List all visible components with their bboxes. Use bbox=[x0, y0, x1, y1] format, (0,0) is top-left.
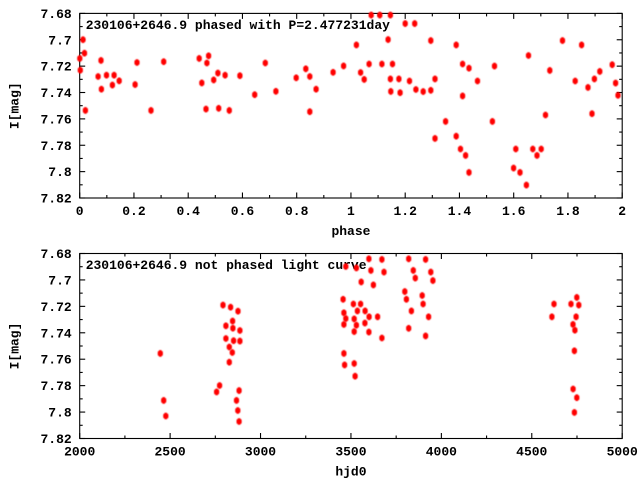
svg-text:3500: 3500 bbox=[335, 445, 366, 460]
svg-text:7.7: 7.7 bbox=[48, 33, 71, 48]
svg-text:7.82: 7.82 bbox=[40, 432, 71, 447]
svg-text:0.4: 0.4 bbox=[176, 204, 200, 219]
svg-text:7.7: 7.7 bbox=[48, 273, 71, 288]
svg-text:phase: phase bbox=[331, 224, 370, 239]
svg-text:7.74: 7.74 bbox=[40, 326, 71, 341]
svg-text:2500: 2500 bbox=[155, 445, 186, 460]
svg-text:7.8: 7.8 bbox=[48, 406, 72, 421]
svg-text:4500: 4500 bbox=[516, 445, 547, 460]
svg-text:230106+2646.9 phased with P=2.: 230106+2646.9 phased with P=2.477231day bbox=[86, 18, 390, 33]
svg-text:0: 0 bbox=[76, 204, 84, 219]
svg-text:7.68: 7.68 bbox=[40, 7, 71, 22]
svg-text:7.82: 7.82 bbox=[40, 192, 71, 207]
svg-text:I[mag]: I[mag] bbox=[8, 82, 23, 129]
svg-text:0.2: 0.2 bbox=[122, 204, 146, 219]
svg-text:hjd0: hjd0 bbox=[335, 465, 366, 480]
svg-text:7.72: 7.72 bbox=[40, 60, 71, 75]
svg-text:7.76: 7.76 bbox=[40, 353, 71, 368]
svg-text:3000: 3000 bbox=[245, 445, 276, 460]
svg-text:0.6: 0.6 bbox=[231, 204, 255, 219]
svg-text:230106+2646.9 not phased light: 230106+2646.9 not phased light curve bbox=[86, 258, 367, 273]
svg-text:1.2: 1.2 bbox=[393, 204, 417, 219]
svg-text:1.4: 1.4 bbox=[448, 204, 472, 219]
svg-text:I[mag]: I[mag] bbox=[8, 323, 23, 370]
svg-text:4000: 4000 bbox=[426, 445, 457, 460]
svg-text:7.72: 7.72 bbox=[40, 300, 71, 315]
svg-text:7.76: 7.76 bbox=[40, 112, 71, 127]
svg-text:7.68: 7.68 bbox=[40, 247, 71, 262]
svg-text:2: 2 bbox=[618, 204, 626, 219]
svg-text:7.8: 7.8 bbox=[48, 165, 72, 180]
svg-text:1.8: 1.8 bbox=[556, 204, 580, 219]
svg-text:0.8: 0.8 bbox=[285, 204, 309, 219]
svg-text:5000: 5000 bbox=[607, 445, 638, 460]
svg-text:1: 1 bbox=[347, 204, 355, 219]
svg-text:1.6: 1.6 bbox=[502, 204, 526, 219]
svg-text:7.78: 7.78 bbox=[40, 379, 71, 394]
svg-text:7.78: 7.78 bbox=[40, 139, 71, 154]
svg-text:7.74: 7.74 bbox=[40, 86, 71, 101]
